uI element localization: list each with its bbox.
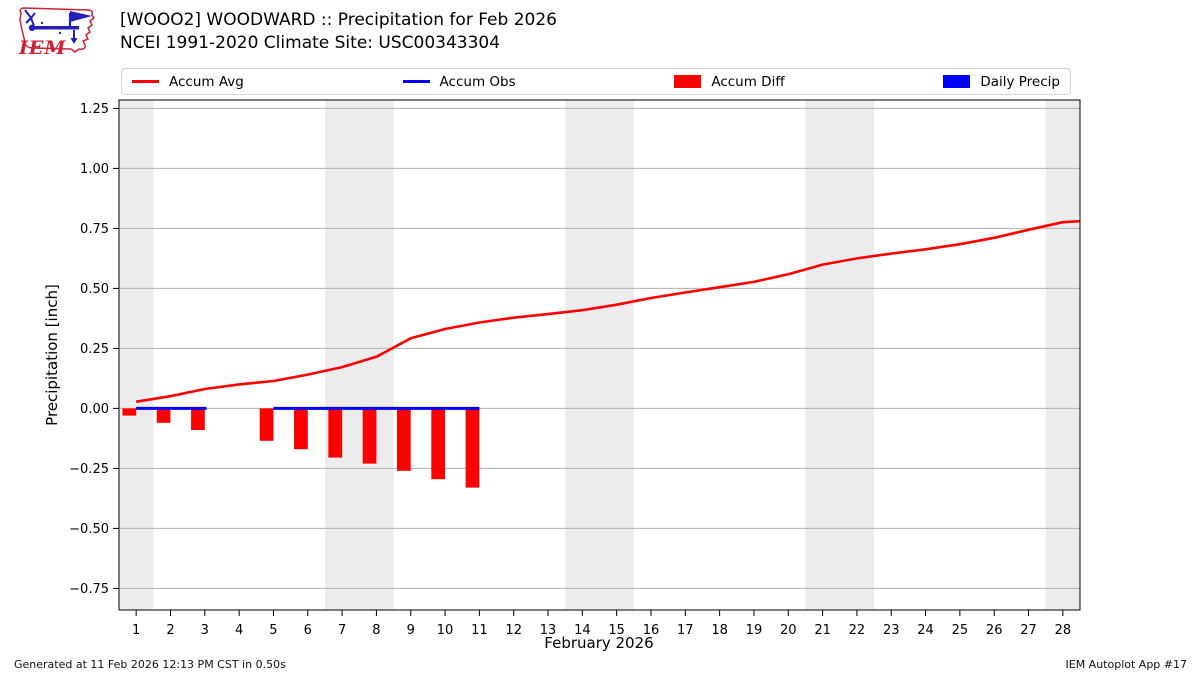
x-tick-label: 1 [132,623,140,638]
x-tick-label: 20 [780,623,797,638]
x-tick-label: 3 [201,623,209,638]
x-tick-label: 8 [372,623,380,638]
x-tick-label: 18 [711,623,728,638]
weekend-band [119,100,154,610]
chart-legend: Accum Avg Accum Obs Accum Diff Daily Pre… [121,68,1071,95]
y-tick-label: 1.00 [80,162,109,177]
accum-diff-bar [191,408,205,430]
x-tick-label: 27 [1020,623,1037,638]
accum-diff-patch-swatch [674,75,702,88]
weekend-band [1045,100,1080,610]
x-tick-label: 17 [677,623,694,638]
plot-frame [118,99,1081,611]
weekend-shading-bands [119,100,1080,610]
accum-avg-line-swatch [132,80,159,83]
x-tick-label: 5 [269,623,277,638]
x-tick-label: 7 [338,623,346,638]
x-tick-label: 21 [814,623,831,638]
x-tick-label: 12 [505,623,522,638]
chart-title-block: [WOOO2] WOODWARD :: Precipitation for Fe… [120,9,557,55]
y-axis-ticks: −0.75 −0.50 −0.25 0.00 0.25 0.50 0.75 1.00 1.25 [69,102,119,597]
legend-item-accum-obs: Accum Obs [402,73,516,90]
y-tick-label: −0.25 [69,462,109,477]
legend-label: Accum Diff [711,73,785,90]
weekend-band [565,100,634,610]
x-tick-label: 6 [304,623,312,638]
x-axis-label: February 2026 [544,634,653,652]
legend-label: Accum Avg [169,73,244,90]
x-tick-label: 23 [883,623,900,638]
x-tick-label: 19 [746,623,763,638]
y-tick-label: 0.25 [80,342,109,357]
chart-title-line2: NCEI 1991-2020 Climate Site: USC00343304 [120,33,501,53]
x-tick-label: 9 [407,623,415,638]
iem-logo: IEM [18,7,96,59]
legend-item-accum-avg: Accum Avg [132,74,244,90]
x-axis-ticks: 1 2 3 4 5 6 7 8 9 10 11 12 13 14 15 16 17 18 19 20 21 22 23 24 2… [132,610,1071,638]
legend-label: Daily Precip [980,73,1060,90]
autoplot-app-credit: IEM Autoplot App #17 [1065,658,1188,671]
accum-diff-bar [465,408,480,488]
data-series [122,219,1081,488]
iem-logo-text: IEM [18,37,66,59]
legend-item-accum-diff: Accum Diff [674,73,785,90]
legend-label: Accum Obs [439,73,516,90]
accum-diff-bar [397,408,411,471]
y-tick-label: 1.25 [80,102,109,117]
x-tick-label: 10 [437,623,454,638]
weekend-band [324,100,394,610]
y-tick-label: −0.75 [69,582,109,597]
weather-vane-icon [24,9,92,44]
x-tick-label: 14 [574,623,591,638]
x-tick-label: 2 [166,623,174,638]
x-tick-label: 15 [608,623,625,638]
y-tick-label: 0.50 [80,282,109,297]
accum-diff-bar [122,408,137,416]
x-tick-label: 16 [643,623,660,638]
accum-obs-line-swatch [402,80,430,83]
accum-diff-bar [328,408,343,458]
y-tick-label: 0.00 [80,402,109,417]
daily-precip-patch-swatch [943,75,971,88]
x-tick-label: 26 [986,623,1003,638]
accum-diff-bar [294,408,308,450]
accum-diff-bar [362,408,377,464]
accum-avg-line [135,219,1081,403]
generated-timestamp: Generated at 11 Feb 2026 12:13 PM CST in… [14,658,286,671]
y-tick-label: −0.50 [69,522,109,537]
accum-diff-bar [156,408,171,423]
accum-diff-bar [259,408,274,441]
accum-diff-bar [431,408,446,480]
x-tick-label: 24 [917,623,934,638]
weekend-band [805,100,875,610]
x-tick-label: 28 [1055,623,1072,638]
legend-item-daily-precip: Daily Precip [943,74,1060,90]
y-axis-label: Precipitation [inch] [43,284,61,426]
x-tick-label: 25 [952,623,969,638]
y-tick-label: 0.75 [80,222,109,237]
x-tick-label: 11 [471,623,488,638]
x-tick-label: 22 [849,623,866,638]
chart-title-line1: [WOOO2] WOODWARD :: Precipitation for Fe… [120,10,557,30]
x-tick-label: 4 [235,623,243,638]
x-tick-label: 13 [540,623,557,638]
